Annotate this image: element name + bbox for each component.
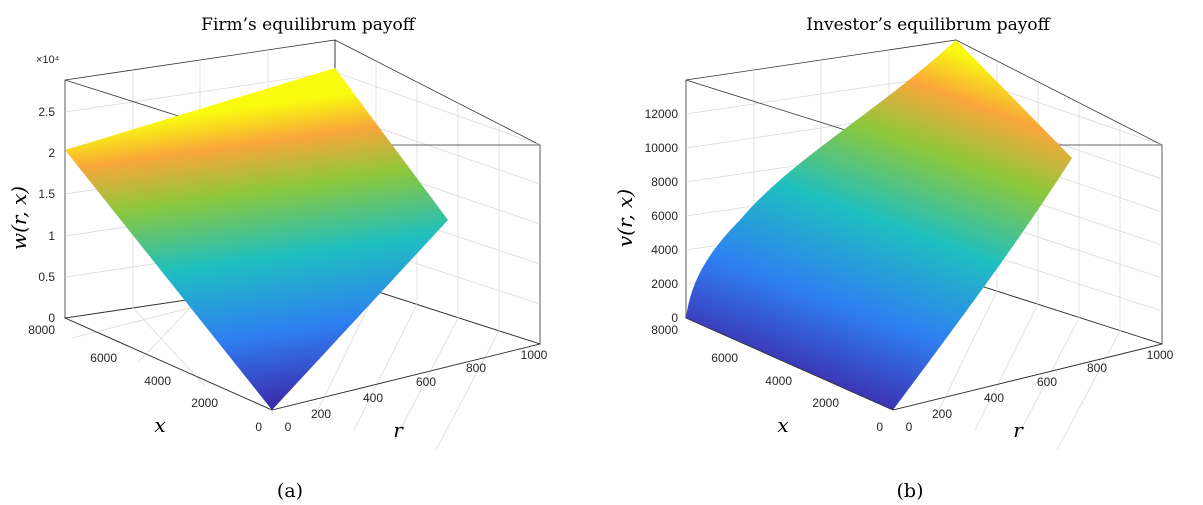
panel-b-z-tick: 4000 <box>651 243 678 257</box>
panel-b-caption: (b) <box>897 480 924 502</box>
panel-b-z-tick: 10000 <box>645 141 679 155</box>
panel-b-x-tick: 1000 <box>1147 348 1174 362</box>
panel-a-z-axis: ×10⁴ 0 0.5 1 1.5 2 2.5 w(r, x) <box>7 54 60 325</box>
panel-a-z-exponent: ×10⁴ <box>36 54 60 66</box>
panel-a-z-tick: 2 <box>48 146 55 160</box>
panel-a-x-tick: 1000 <box>521 348 548 362</box>
panel-b-y-tick: 6000 <box>711 351 738 365</box>
panel-a-title: Firm’s equilibrum payoff <box>201 15 417 35</box>
panel-b-y-tick: 8000 <box>651 323 678 337</box>
panel-a-z-tick: 0 <box>48 311 55 325</box>
panel-b-z-tick: 12000 <box>645 107 679 121</box>
panel-b-x-tick: 0 <box>906 420 913 434</box>
panel-b-x-axis: 0 200 400 600 800 1000 r <box>906 348 1174 442</box>
panel-b-z-tick: 2000 <box>651 277 678 291</box>
panel-a-z-tick: 0.5 <box>38 270 55 284</box>
panel-b-z-tick: 8000 <box>651 175 678 189</box>
panel-a-surface <box>65 68 448 410</box>
panel-b-y-tick: 0 <box>876 420 883 434</box>
panel-b-z-label: v(r, x) <box>613 189 637 247</box>
panel-a-z-label: w(r, x) <box>7 186 31 250</box>
panel-a-z-tick: 2.5 <box>38 105 55 119</box>
panel-a-x-label: r <box>393 418 404 442</box>
panel-a-x-tick: 200 <box>311 407 331 421</box>
panel-a-x-axis: 0 200 400 600 800 1000 r <box>285 348 548 442</box>
panel-b-x-tick: 600 <box>1037 375 1057 389</box>
panel-b-title: Investor’s equilibrum payoff <box>806 15 1051 35</box>
panel-b-x-tick: 800 <box>1087 361 1107 375</box>
panel-b-x-tick: 200 <box>932 407 952 421</box>
panel-a-y-tick: 6000 <box>90 351 117 365</box>
panel-a-y-tick: 4000 <box>144 374 171 388</box>
panel-b-z-tick: 0 <box>671 311 678 325</box>
panel-a-x-tick: 400 <box>363 391 383 405</box>
panel-b-z-tick: 6000 <box>651 209 678 223</box>
panel-b-y-axis: 8000 6000 4000 2000 0 x <box>651 323 883 437</box>
panel-b-z-axis: 0 2000 4000 6000 8000 10000 12000 v(r, x… <box>613 107 678 325</box>
panel-b: Investor’s equilibrum payoff <box>613 15 1174 502</box>
panel-a-y-axis: 8000 6000 4000 2000 0 x <box>28 323 262 437</box>
panel-a-y-tick: 2000 <box>191 396 218 410</box>
panel-a-y-tick: 8000 <box>28 323 55 337</box>
panel-b-surface <box>686 40 1072 410</box>
panel-b-x-tick: 400 <box>984 391 1004 405</box>
panel-a-y-label: x <box>154 413 165 437</box>
panel-b-x-label: r <box>1013 418 1024 442</box>
panel-a-z-tick: 1 <box>48 229 55 243</box>
panel-a-z-tick: 1.5 <box>38 187 55 201</box>
panel-a-y-tick: 0 <box>255 420 262 434</box>
panel-a-x-tick: 800 <box>466 361 486 375</box>
panel-b-y-tick: 4000 <box>765 374 792 388</box>
panel-b-y-tick: 2000 <box>812 396 839 410</box>
panel-b-y-label: x <box>777 413 788 437</box>
panel-a-x-tick: 600 <box>416 375 436 389</box>
panel-a-x-tick: 0 <box>285 420 292 434</box>
panel-a: Firm’s equilibrum payoff <box>7 15 548 502</box>
panel-a-caption: (a) <box>277 480 303 502</box>
